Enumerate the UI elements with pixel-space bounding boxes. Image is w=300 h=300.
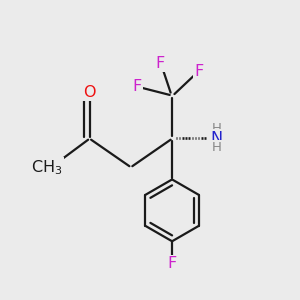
Text: H: H	[211, 122, 221, 135]
Text: F: F	[167, 256, 177, 271]
Text: N: N	[210, 131, 222, 146]
Text: F: F	[132, 79, 141, 94]
Text: F: F	[156, 56, 165, 70]
Text: CH$_3$: CH$_3$	[31, 158, 63, 177]
Text: F: F	[194, 64, 203, 80]
Text: H: H	[211, 141, 221, 154]
Text: O: O	[83, 85, 96, 100]
